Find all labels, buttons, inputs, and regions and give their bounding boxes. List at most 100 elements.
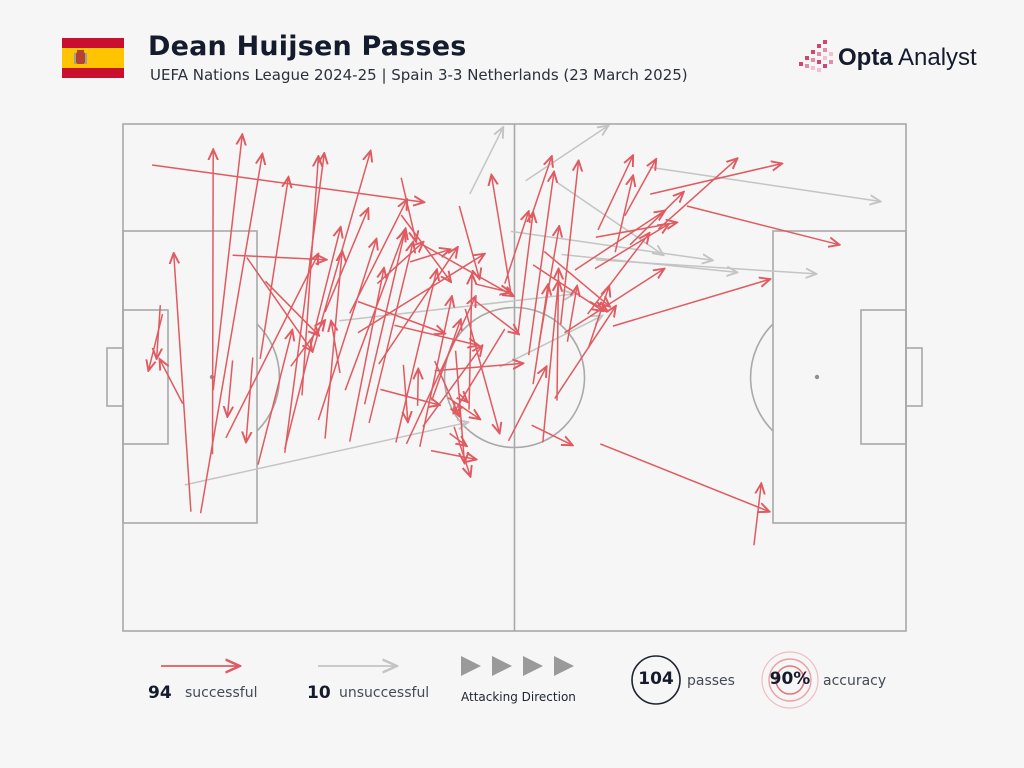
successful-label: successful <box>185 685 258 701</box>
passes-label: passes <box>687 673 735 689</box>
successful-pass-91 <box>400 214 451 282</box>
left-six-yard-box <box>122 309 169 445</box>
right-goal <box>905 347 923 407</box>
passes-circle-icon <box>631 655 681 705</box>
successful-pass-74 <box>430 449 477 460</box>
successful-pass-9 <box>227 360 232 417</box>
accuracy-target-icon <box>761 651 819 709</box>
successful-pass-34 <box>430 319 461 401</box>
successful-pass-10 <box>225 254 319 439</box>
successful-count: 94 <box>148 683 172 703</box>
successful-pass-69 <box>600 443 769 512</box>
successful-pass-3 <box>213 149 214 455</box>
successful-pass-39 <box>464 308 499 434</box>
successful-pass-54 <box>566 286 577 342</box>
legend-graphics <box>161 651 819 709</box>
right-penalty-arc <box>749 323 774 432</box>
spain-flag-icon <box>62 38 124 78</box>
successful-pass-47 <box>517 212 533 333</box>
unsuccessful-pass-10 <box>339 294 574 322</box>
successful-pass-13 <box>257 330 292 465</box>
right-penalty-box <box>772 230 907 524</box>
successful-pass-78 <box>344 231 405 391</box>
successful-pass-6 <box>160 359 184 404</box>
successful-pass-62 <box>594 224 669 270</box>
successful-pass-48 <box>527 172 554 356</box>
successful-pass-37 <box>469 274 472 410</box>
successful-pass-31 <box>403 364 408 422</box>
right-six-yard-box <box>860 309 907 445</box>
successful-pass-29 <box>331 321 341 374</box>
brand-name-light: Analyst <box>892 44 977 71</box>
successful-pass-43 <box>434 363 524 372</box>
successful-pass-84 <box>422 345 483 428</box>
brand-name-bold: Opta <box>838 44 893 71</box>
successful-pass-88 <box>554 306 616 399</box>
page-title: Dean Huijsen Passes <box>148 31 467 62</box>
successful-pass-59 <box>597 155 633 231</box>
successful-pass-77 <box>409 249 450 263</box>
unsuccessful-pass-8 <box>499 316 603 368</box>
successful-pass-46 <box>530 156 552 219</box>
left-penalty-arc <box>256 323 281 432</box>
successful-pass-82 <box>246 257 313 352</box>
successful-pass-14 <box>284 153 325 453</box>
attacking-direction-label: Attacking Direction <box>461 690 576 704</box>
successful-pass-81 <box>259 177 288 360</box>
successful-pass-20 <box>349 199 407 314</box>
successful-pass-12 <box>246 357 254 442</box>
successful-pass-94 <box>380 388 440 405</box>
successful-pass-25 <box>378 247 458 365</box>
successful-pass-2 <box>199 154 263 514</box>
successful-pass-21 <box>324 251 342 439</box>
successful-pass-16 <box>317 239 376 421</box>
successful-pass-65 <box>629 192 684 246</box>
successful-pass-28 <box>376 242 423 285</box>
right-penalty-spot <box>814 374 820 380</box>
successful-pass-51 <box>532 284 548 385</box>
opta-logo-icon <box>799 40 833 72</box>
successful-pass-93 <box>264 280 319 335</box>
successful-pass-11 <box>284 227 341 450</box>
pitch-markings <box>106 123 923 632</box>
left-penalty-box <box>122 230 258 524</box>
successful-pass-86 <box>420 243 514 296</box>
successful-pass-70 <box>624 159 656 217</box>
unsuccessful-count: 10 <box>307 683 331 703</box>
successful-pass-44 <box>491 175 513 298</box>
successful-pass-32 <box>418 369 419 406</box>
unsuccessful-pass-7 <box>595 258 817 274</box>
successful-pass-63 <box>614 175 633 253</box>
successful-pass-5 <box>174 253 192 512</box>
successful-pass-87 <box>474 300 519 335</box>
unsuccessful-label: unsuccessful <box>339 685 430 701</box>
successful-pass-75 <box>453 328 506 413</box>
successful-pass-23 <box>368 242 413 424</box>
unsuccessful-pass-1 <box>184 422 468 486</box>
successful-pass-52 <box>542 281 559 443</box>
successful-pass-40 <box>447 396 480 420</box>
attacking-direction-icon <box>461 656 574 676</box>
left-goal <box>106 347 124 407</box>
successful-pass-58 <box>587 286 609 349</box>
successful-pass-53 <box>557 269 559 401</box>
successful-pass-60 <box>657 158 737 230</box>
page-subtitle: UEFA Nations League 2024-25 | Spain 3-3 … <box>150 66 688 84</box>
successful-pass-33 <box>419 296 452 447</box>
accuracy-label: accuracy <box>823 673 887 689</box>
brand-name: Opta Analyst <box>838 44 977 72</box>
successful-pass-7 <box>148 313 164 371</box>
successful-passes <box>148 134 839 546</box>
successful-pass-50 <box>559 161 579 325</box>
successful-pass-45 <box>504 211 529 284</box>
unsuccessful-pass-4 <box>557 182 664 255</box>
coat-of-arms-icon <box>74 50 87 64</box>
unsuccessful-pass-3 <box>525 126 609 182</box>
successful-pass-15 <box>301 156 318 396</box>
successful-pass-85 <box>394 324 478 345</box>
successful-pass-68 <box>753 483 761 546</box>
successful-pass-73 <box>507 366 547 442</box>
successful-pass-89 <box>531 424 573 445</box>
successful-pass-72 <box>543 250 610 307</box>
